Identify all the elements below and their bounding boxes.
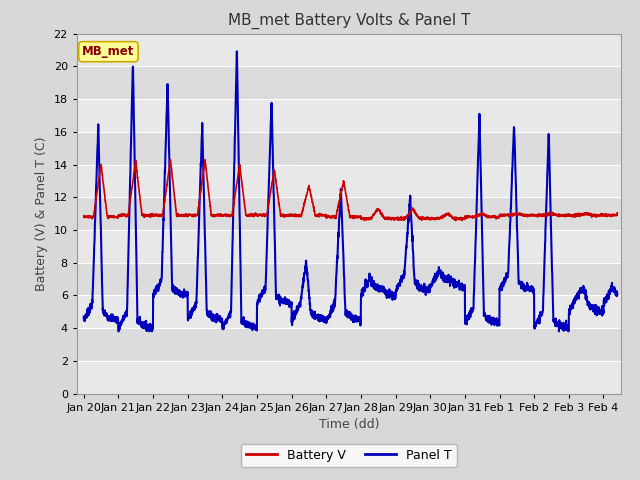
Bar [77,165,621,197]
Bar [77,230,621,263]
Legend: Battery V, Panel T: Battery V, Panel T [241,444,457,467]
Bar [77,132,621,165]
Text: MB_met: MB_met [82,45,134,58]
Panel T [141,324,148,330]
Battery V [80,213,88,218]
Bar [77,295,621,328]
Bar [77,197,621,230]
Panel T [546,173,554,179]
Title: MB_met Battery Volts & Panel T: MB_met Battery Volts & Panel T [228,13,470,29]
Battery V [166,156,174,162]
Panel T [80,314,88,320]
Battery V [141,213,148,218]
Line: Panel T: Panel T [84,51,618,331]
Bar [77,361,621,394]
Panel T [604,293,611,299]
Panel T [173,285,180,291]
Bar [77,66,621,99]
Battery V [604,214,611,219]
Battery V [614,210,621,216]
Panel T [308,309,316,315]
Panel T [115,328,122,334]
Bar [77,99,621,132]
Battery V [546,210,554,216]
X-axis label: Time (dd): Time (dd) [319,418,379,431]
Battery V [173,210,180,216]
Panel T [614,291,621,297]
Battery V [308,194,316,200]
Bar [77,263,621,295]
Battery V [452,218,460,224]
Bar [77,328,621,361]
Line: Battery V: Battery V [84,159,618,221]
Y-axis label: Battery (V) & Panel T (C): Battery (V) & Panel T (C) [35,136,48,291]
Panel T [233,48,241,54]
Bar [77,34,621,66]
Battery V [285,213,292,219]
Panel T [285,300,292,306]
